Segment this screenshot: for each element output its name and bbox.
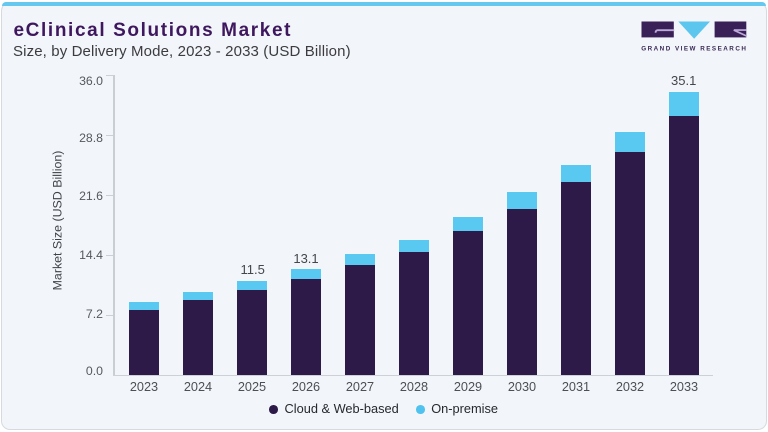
svg-text:GRAND VIEW RESEARCH: GRAND VIEW RESEARCH xyxy=(641,45,747,52)
